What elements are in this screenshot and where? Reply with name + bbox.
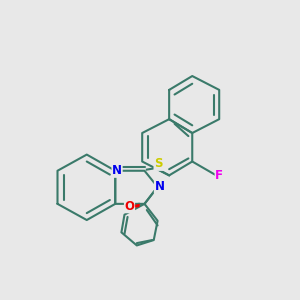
Text: S: S <box>154 157 163 170</box>
Text: F: F <box>215 169 223 182</box>
Text: S: S <box>154 157 163 170</box>
Text: N: N <box>112 164 122 177</box>
Text: O: O <box>124 200 134 213</box>
Text: F: F <box>215 169 223 182</box>
Text: N: N <box>154 180 164 194</box>
Text: N: N <box>112 163 122 176</box>
Text: N: N <box>154 180 164 194</box>
Text: O: O <box>124 200 134 213</box>
